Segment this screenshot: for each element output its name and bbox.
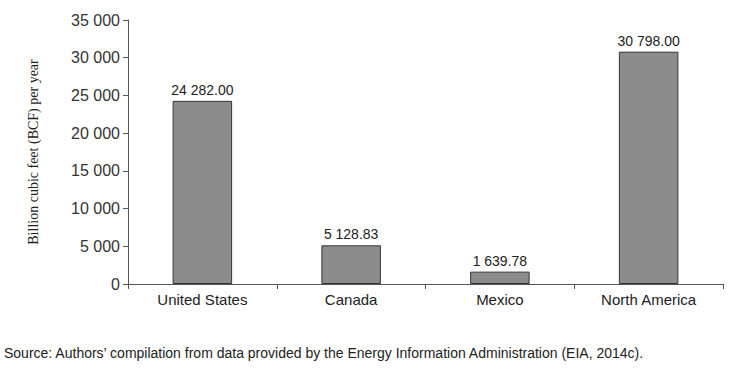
svg-text:24 282.00: 24 282.00	[171, 82, 233, 98]
svg-text:5 000: 5 000	[80, 238, 120, 255]
svg-text:Billion cubic feet (BCF) per y: Billion cubic feet (BCF) per year	[26, 59, 42, 245]
svg-text:30 000: 30 000	[71, 49, 120, 66]
svg-text:Mexico: Mexico	[476, 291, 524, 308]
svg-text:25 000: 25 000	[71, 87, 120, 104]
svg-text:North America: North America	[601, 291, 697, 308]
svg-text:1 639.78: 1 639.78	[473, 253, 528, 269]
svg-text:30 798.00: 30 798.00	[617, 33, 679, 49]
svg-text:20 000: 20 000	[71, 125, 120, 142]
svg-text:United States: United States	[157, 291, 247, 308]
svg-text:35 000: 35 000	[71, 12, 120, 29]
svg-text:15 000: 15 000	[71, 162, 120, 179]
svg-text:Source: Authors’ compilation f: Source: Authors’ compilation from data p…	[4, 345, 643, 361]
svg-text:0: 0	[111, 276, 120, 293]
svg-text:Canada: Canada	[325, 291, 378, 308]
svg-text:5 128.83: 5 128.83	[324, 226, 379, 242]
svg-text:10 000: 10 000	[71, 200, 120, 217]
